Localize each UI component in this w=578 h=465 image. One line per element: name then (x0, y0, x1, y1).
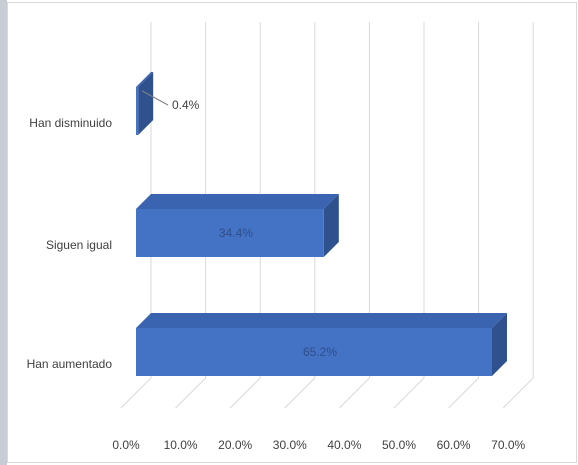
floor-gridline (448, 377, 479, 409)
category-label: Han disminuido (29, 116, 112, 130)
bar-front-face (136, 87, 139, 135)
tick-label: 10.0% (164, 438, 198, 452)
tick-label: 40.0% (327, 438, 361, 452)
tick-label: 50.0% (382, 438, 416, 452)
floor-gridline (339, 377, 370, 409)
bar-front-face (136, 209, 324, 257)
floor-gridline (502, 377, 534, 409)
bar-front-face (136, 328, 492, 376)
bars (136, 72, 507, 376)
category-labels: Han disminuido Siguen igual Han aumentado (27, 116, 113, 371)
floor-gridline (175, 377, 206, 409)
data-label: 65.2% (303, 345, 337, 359)
bar-3 (136, 313, 507, 376)
tick-labels: 0.0% 10.0% 20.0% 30.0% 40.0% 50.0% 60.0% 70.0% (112, 438, 525, 452)
data-label: 34.4% (219, 226, 253, 240)
floor-gridline (120, 377, 152, 409)
leader-line (141, 90, 169, 106)
bar-top-face (136, 72, 154, 87)
tick-label: 70.0% (491, 438, 525, 452)
tick-label: 60.0% (437, 438, 471, 452)
bar-side-face (323, 194, 339, 257)
tick-label: 30.0% (273, 438, 307, 452)
floor-gridline (284, 377, 316, 409)
category-label: Han aumentado (27, 357, 113, 371)
tick-label: 20.0% (218, 438, 252, 452)
bar-top-face (136, 313, 507, 328)
bar-top-face (136, 194, 339, 209)
bar-2 (136, 194, 339, 257)
data-label: 0.4% (172, 98, 200, 112)
tick-label: 0.0% (112, 438, 140, 452)
data-labels: 0.4% 34.4% 65.2% (141, 90, 337, 359)
bar-side-face (491, 313, 507, 376)
floor-gridline (393, 377, 425, 409)
bar-side-face (138, 72, 154, 135)
left-strip (0, 0, 7, 465)
floor-gridline (229, 377, 261, 409)
bar-1 (136, 72, 154, 135)
category-label: Siguen igual (46, 238, 112, 252)
chart-border (7, 2, 577, 463)
